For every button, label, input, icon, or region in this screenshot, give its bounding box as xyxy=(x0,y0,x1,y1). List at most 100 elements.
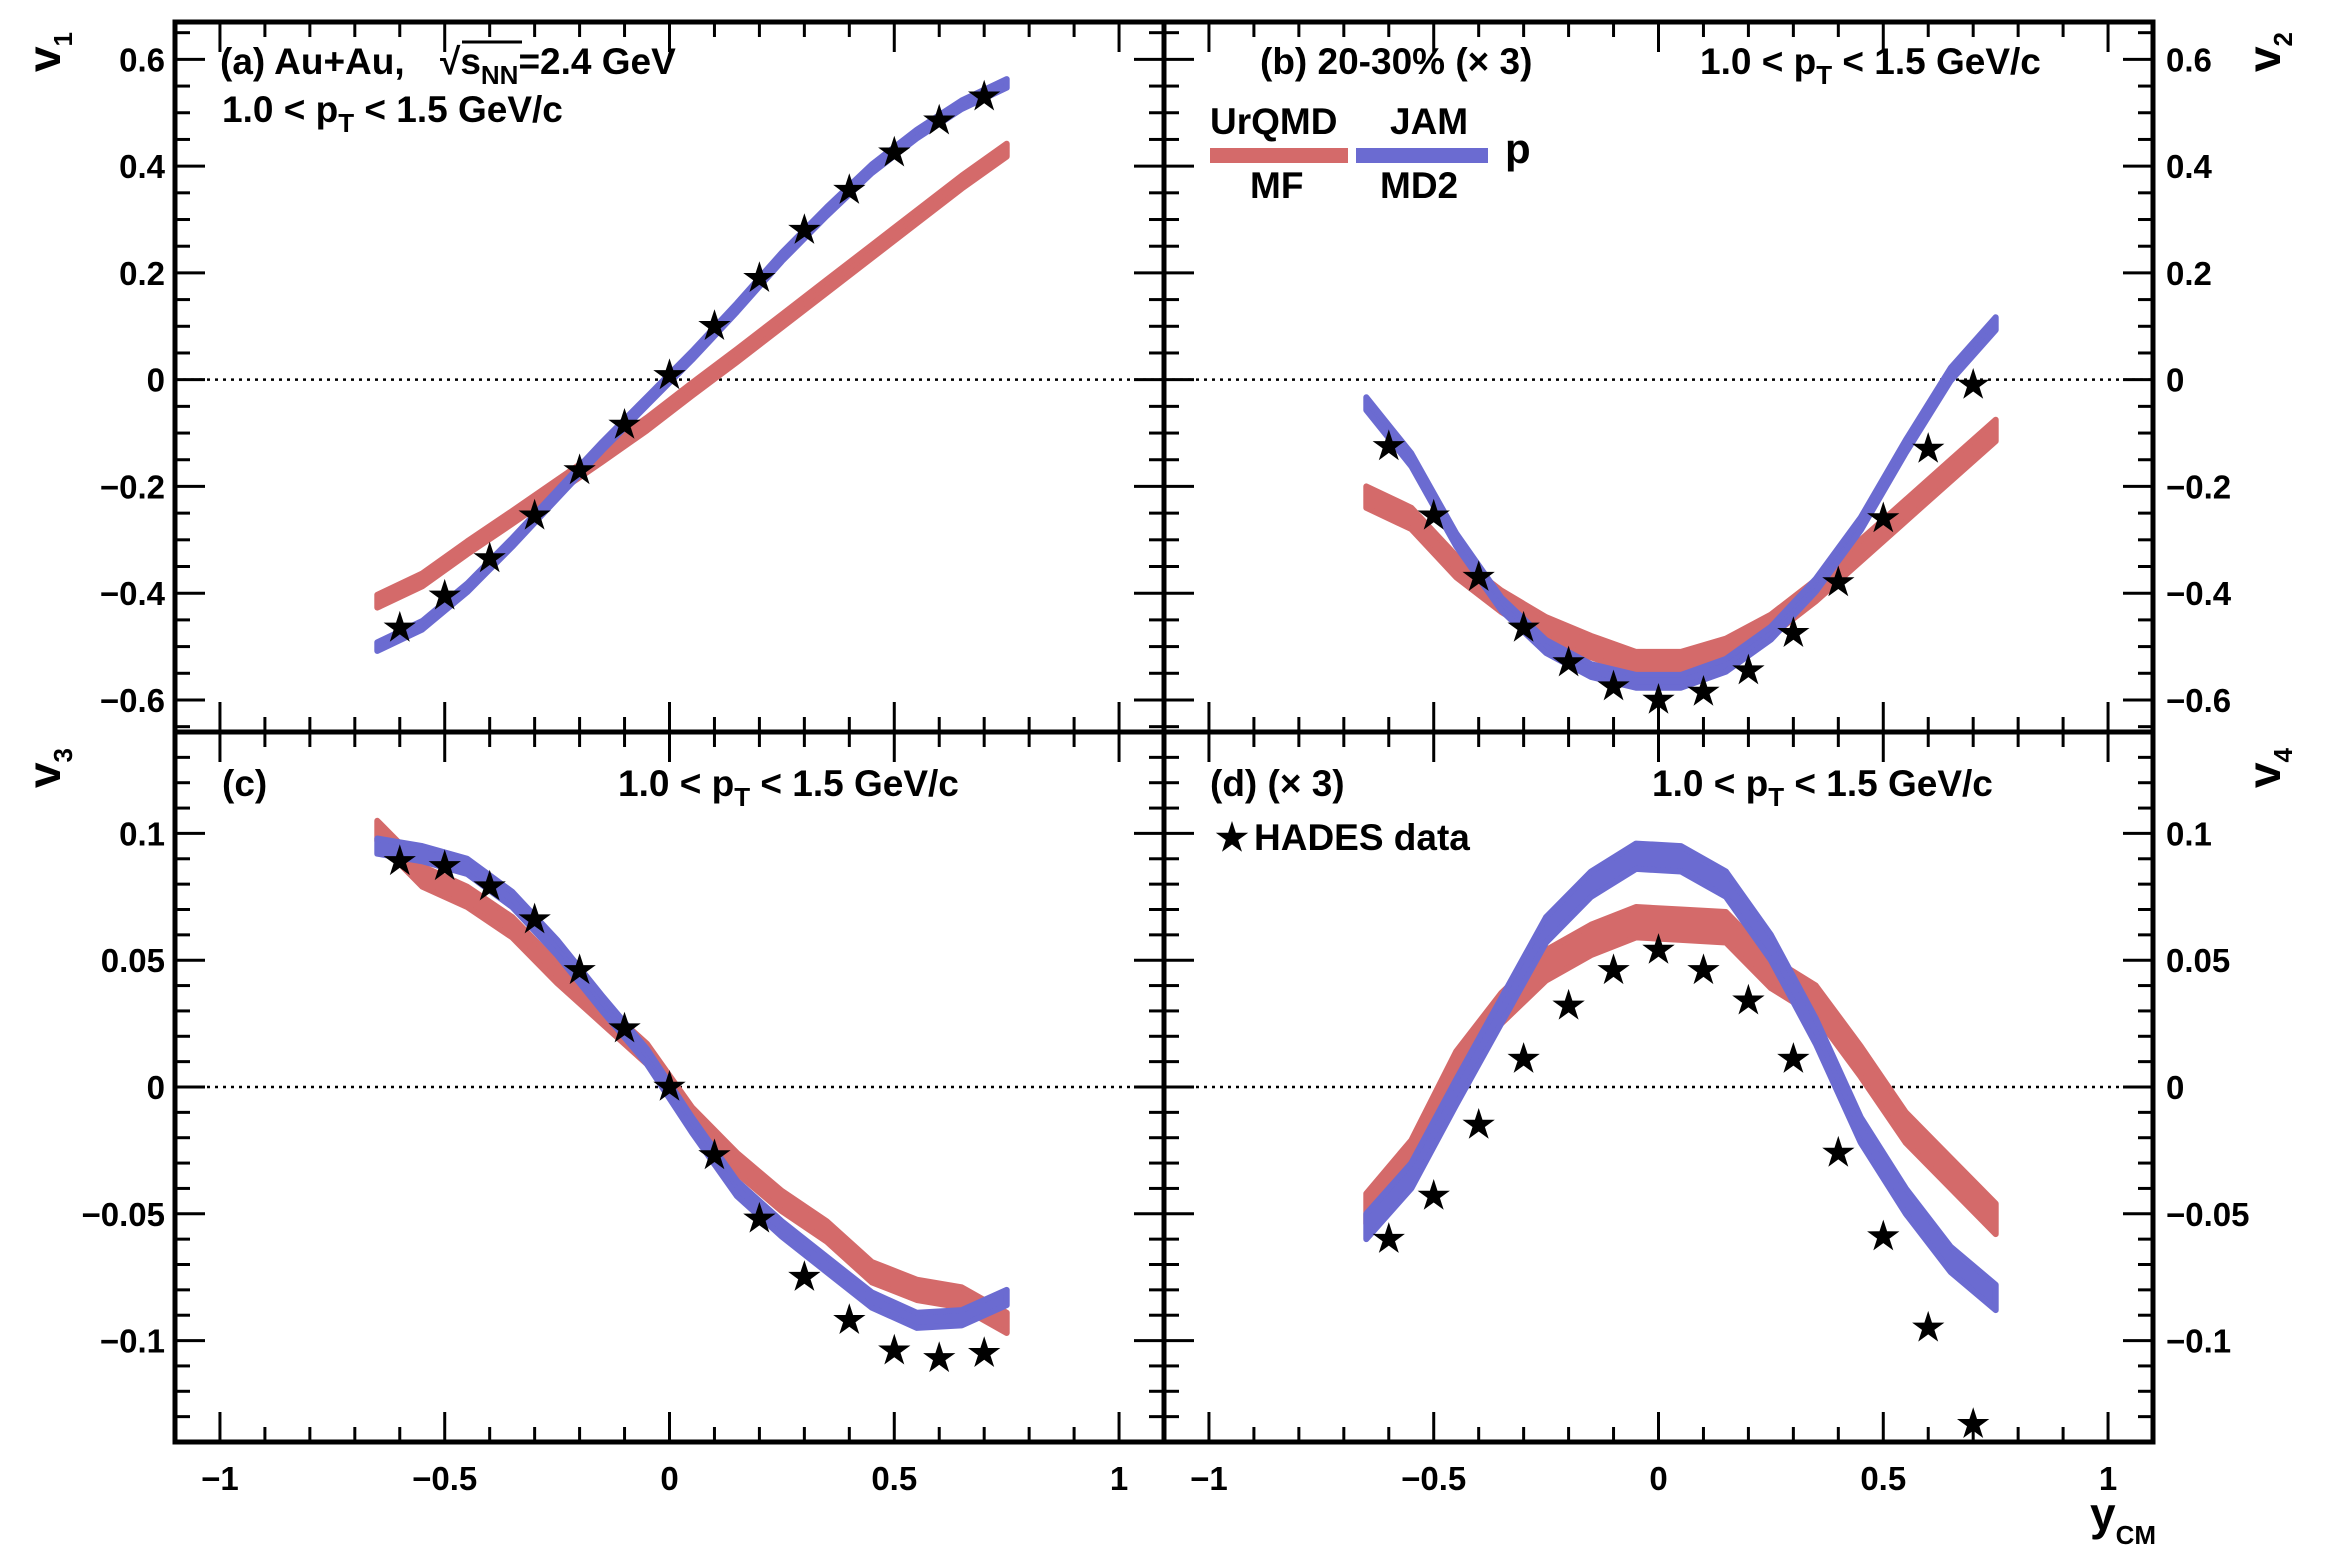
panel-c-pt-range: 1.0 < pT < 1.5 GeV/c xyxy=(618,763,959,812)
right-y-tick-label: −0.1 xyxy=(2166,1323,2231,1360)
panel-d-jam-band xyxy=(1363,840,1999,1314)
legend-jam-label: JAM xyxy=(1390,101,1468,142)
legend-data-marker xyxy=(1215,821,1249,852)
plot-layer xyxy=(175,76,2153,1438)
panel-c-data-point xyxy=(563,953,596,985)
legend-particle-label: p xyxy=(1505,125,1531,172)
panel-c-data-point xyxy=(743,1201,776,1233)
left-y-tick-label: 0.1 xyxy=(119,815,165,852)
panel-a-data-point xyxy=(383,610,416,642)
legend-urqmd-swatch xyxy=(1210,148,1348,163)
panel-d-data-point xyxy=(1642,933,1675,964)
right-y-tick-label: 0.05 xyxy=(2166,942,2230,979)
panel-d-data-point xyxy=(1462,1108,1495,1139)
data-legend: HADES data xyxy=(1215,817,1470,858)
panel-c-data-point xyxy=(788,1260,821,1291)
right-y-tick-label: −0.6 xyxy=(2166,682,2231,719)
panel-d-data-point xyxy=(1372,1222,1405,1253)
panel-d-data-point xyxy=(1867,1219,1900,1251)
panel-b-data-point xyxy=(1777,616,1810,647)
panel-c-data-point xyxy=(833,1303,866,1334)
left-y-tick-label: 0 xyxy=(147,1069,165,1106)
panel-b-label: (b) 20-30% (× 3) xyxy=(1260,41,1532,82)
panel-c-urqmd-band xyxy=(374,817,1010,1336)
x-tick-label: 1 xyxy=(1110,1460,1128,1497)
panel-a-data-point xyxy=(653,358,686,390)
panel-d-data-point xyxy=(1732,983,1765,1015)
panel-b-data-point xyxy=(1957,368,1990,399)
left-y-tick-label: 0.2 xyxy=(119,255,165,292)
panel-d-pt-range: 1.0 < pT < 1.5 GeV/c xyxy=(1652,763,1993,812)
right-y-tick-label: −0.4 xyxy=(2166,575,2232,612)
panel-c-jam-band xyxy=(374,835,1010,1331)
left-y-tick-label: −0.4 xyxy=(100,575,166,612)
x-tick-label: −1 xyxy=(1190,1460,1228,1497)
x-tick-label: 0.5 xyxy=(871,1460,917,1497)
panel-d-data-point xyxy=(1957,1407,1990,1438)
panel-d-data-point xyxy=(1417,1179,1450,1210)
panel-b-plot xyxy=(1164,314,2153,714)
panel-b-data-point xyxy=(1867,501,1900,533)
tick-layer: −1 −0.5 0 0.5 1 0.1 0.05 0 −0.05 −0.1 −1 −0.5 0 0.5 1 0… xyxy=(82,22,2250,1497)
panel-d-data-point xyxy=(1597,953,1630,985)
v4-axis-title: v4 xyxy=(2238,747,2298,788)
left-y-tick-label: −0.1 xyxy=(100,1323,165,1360)
panel-a-data-point xyxy=(563,453,596,485)
panel-c-data-point xyxy=(473,869,506,901)
panel-a-data-point xyxy=(743,261,776,292)
panel-b-data-point xyxy=(1732,653,1765,685)
panel-a-urqmd-band xyxy=(374,140,1010,611)
panel-b-data-point xyxy=(1372,429,1405,461)
x-axis-title: yCM xyxy=(2090,1488,2156,1550)
x-tick-label: 0 xyxy=(1649,1460,1667,1497)
legend-jam-swatch xyxy=(1356,148,1488,163)
x-tick-label: −0.5 xyxy=(412,1460,477,1497)
panel-c-plot xyxy=(175,817,1164,1373)
panel-c-data-point xyxy=(608,1011,641,1043)
right-y-tick-label: −0.05 xyxy=(2166,1196,2250,1233)
panel-c-data-point xyxy=(383,844,416,876)
x-tick-label: 0 xyxy=(660,1460,678,1497)
legend-md2-label: MD2 xyxy=(1380,165,1458,206)
panel-c-data-point xyxy=(518,902,551,934)
left-y-tick-label: −0.2 xyxy=(100,468,165,505)
panel-d-plot xyxy=(1164,840,2153,1438)
panel-a-label: (a) Au+Au, xyxy=(220,41,405,82)
model-legend: UrQMD MF JAM MD2 p xyxy=(1210,101,1531,206)
left-y-tick-label: −0.6 xyxy=(100,682,165,719)
x-tick-label: 0.5 xyxy=(1860,1460,1906,1497)
panel-c-label: (c) xyxy=(222,763,267,804)
right-y-tick-label: 0.6 xyxy=(2166,41,2212,78)
right-y-tick-label: 0.1 xyxy=(2166,815,2212,852)
panel-a-data-point xyxy=(833,173,866,204)
panel-a-data-point xyxy=(473,541,506,573)
panel-a-data-point xyxy=(788,213,821,244)
right-y-tick-label: 0 xyxy=(2166,1069,2184,1106)
panel-d-label: (d) (× 3) xyxy=(1210,763,1345,804)
legend-mf-label: MF xyxy=(1250,165,1303,206)
panel-c-data-point xyxy=(878,1333,911,1365)
panel-c-data-point xyxy=(968,1336,1001,1367)
v1-axis-title: v1 xyxy=(18,32,78,72)
panel-d-data-point xyxy=(1777,1042,1810,1073)
legend-urqmd-label: UrQMD xyxy=(1210,101,1337,142)
panel-a-pt-range: 1.0 < pT < 1.5 GeV/c xyxy=(222,89,563,138)
panel-b-data-point xyxy=(1552,645,1585,677)
panel-d-data-point xyxy=(1822,1135,1855,1167)
panel-c-data-point xyxy=(653,1070,686,1101)
panel-a-data-point xyxy=(878,135,911,167)
panel-a-jam-band xyxy=(374,76,1010,654)
x-tick-label: 1 xyxy=(2099,1460,2117,1497)
panel-a-data-point xyxy=(608,408,641,439)
panel-c-data-point xyxy=(698,1138,731,1170)
panel-a-data-point xyxy=(698,309,731,340)
v2-axis-title: v2 xyxy=(2238,32,2298,72)
panel-a-plot xyxy=(175,76,1164,654)
right-y-tick-label: 0.2 xyxy=(2166,255,2212,292)
panel-a-data-point xyxy=(968,79,1001,111)
panel-d-data-point xyxy=(1507,1042,1540,1073)
panel-c-data-point xyxy=(428,849,461,881)
v3-axis-title: v3 xyxy=(18,748,78,788)
panel-a-data-point xyxy=(923,103,956,135)
